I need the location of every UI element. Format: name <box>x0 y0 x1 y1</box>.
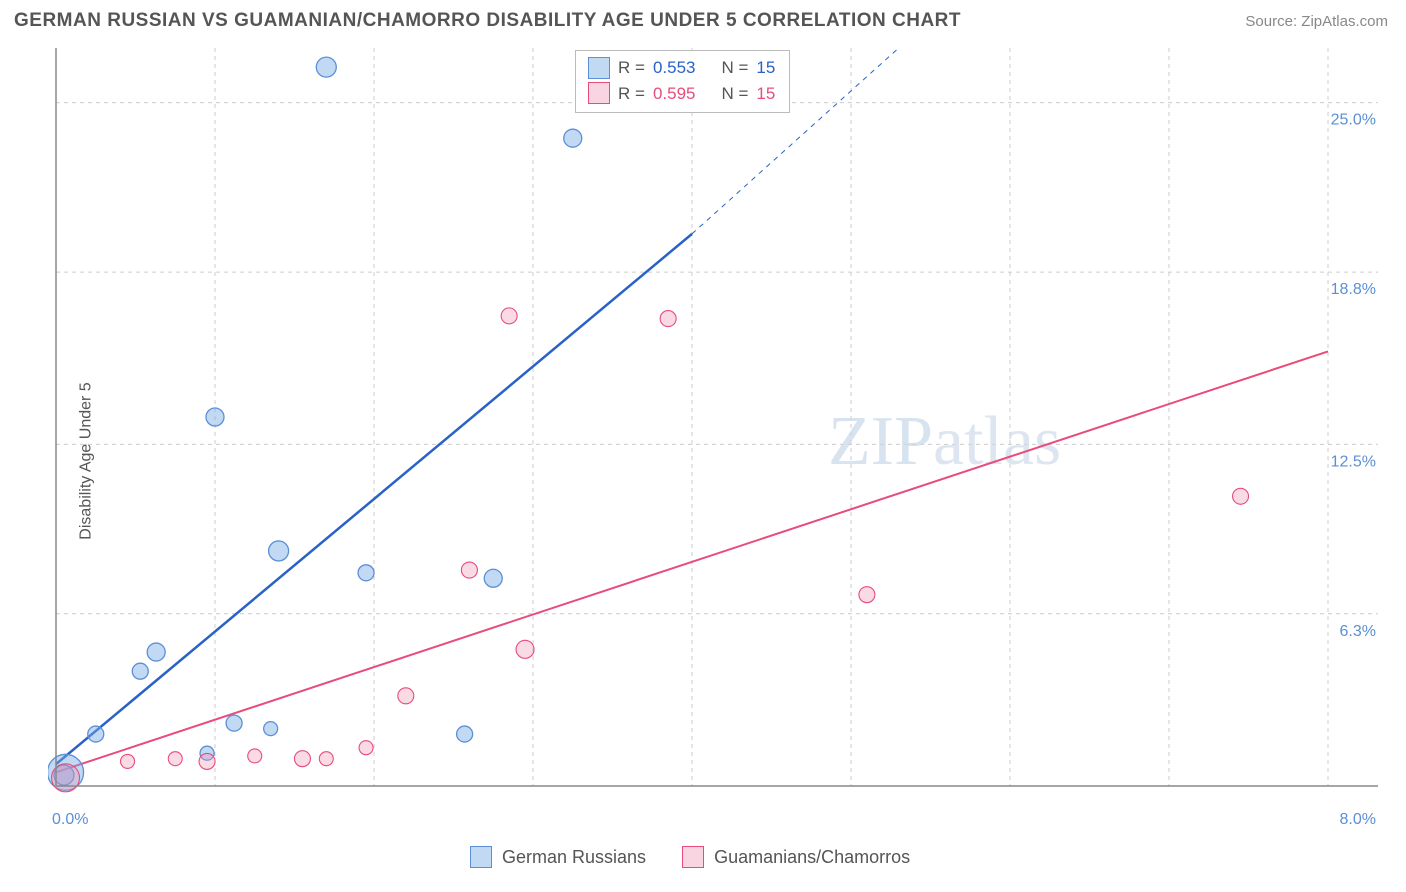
svg-text:6.3%: 6.3% <box>1340 623 1376 640</box>
data-point <box>501 308 517 324</box>
data-point <box>1233 488 1249 504</box>
data-point <box>319 752 333 766</box>
data-point <box>132 663 148 679</box>
watermark: ZIPatlas <box>828 403 1061 480</box>
scatter-points <box>48 57 1249 792</box>
header: GERMAN RUSSIAN VS GUAMANIAN/CHAMORRO DIS… <box>0 0 1406 38</box>
svg-text:18.8%: 18.8% <box>1331 281 1376 298</box>
legend-item: German Russians <box>470 846 646 868</box>
tick-labels: 6.3% 12.5% 18.8% 25.0% 0.0% 8.0% <box>52 112 1376 828</box>
legend-row: R =0.595N =15 <box>588 81 775 107</box>
data-point <box>359 741 373 755</box>
svg-text:0.0%: 0.0% <box>52 811 88 828</box>
data-point <box>398 688 414 704</box>
data-point <box>358 565 374 581</box>
gridlines <box>56 48 1378 786</box>
svg-text:12.5%: 12.5% <box>1331 453 1376 470</box>
chart-area: Disability Age Under 5 ZIPatlas 6.3%12.5… <box>0 38 1406 883</box>
correlation-legend: R =0.553N =15R =0.595N =15 <box>575 50 790 113</box>
legend-swatch <box>588 57 610 79</box>
data-point <box>199 753 215 769</box>
legend-swatch <box>470 846 492 868</box>
data-point <box>564 129 582 147</box>
data-point <box>121 754 135 768</box>
data-point <box>516 640 534 658</box>
source-link[interactable]: ZipAtlas.com <box>1301 13 1388 30</box>
data-point <box>316 57 336 77</box>
axes <box>56 48 1378 786</box>
data-point <box>88 726 104 742</box>
data-point <box>859 587 875 603</box>
data-point <box>660 311 676 327</box>
data-point <box>168 752 182 766</box>
svg-text:8.0%: 8.0% <box>1340 811 1376 828</box>
data-point <box>484 569 502 587</box>
svg-text:25.0%: 25.0% <box>1331 112 1376 129</box>
data-point <box>269 541 289 561</box>
series-legend: German Russians Guamanians/Chamorros <box>470 846 910 868</box>
data-point <box>457 726 473 742</box>
data-point <box>294 751 310 767</box>
legend-row: R =0.553N =15 <box>588 55 775 81</box>
legend-swatch <box>588 82 610 104</box>
correlation-scatter-chart: ZIPatlas 6.3% 12.5% 18.8% 25.0% 0.0% 8.0% <box>48 44 1388 834</box>
data-point <box>226 715 242 731</box>
data-point <box>206 408 224 426</box>
source-credit: Source: ZipAtlas.com <box>1245 13 1388 30</box>
page-title: GERMAN RUSSIAN VS GUAMANIAN/CHAMORRO DIS… <box>14 10 961 32</box>
data-point <box>264 722 278 736</box>
data-point <box>461 562 477 578</box>
legend-item: Guamanians/Chamorros <box>682 846 910 868</box>
data-point <box>147 643 165 661</box>
legend-swatch <box>682 846 704 868</box>
data-point <box>248 749 262 763</box>
